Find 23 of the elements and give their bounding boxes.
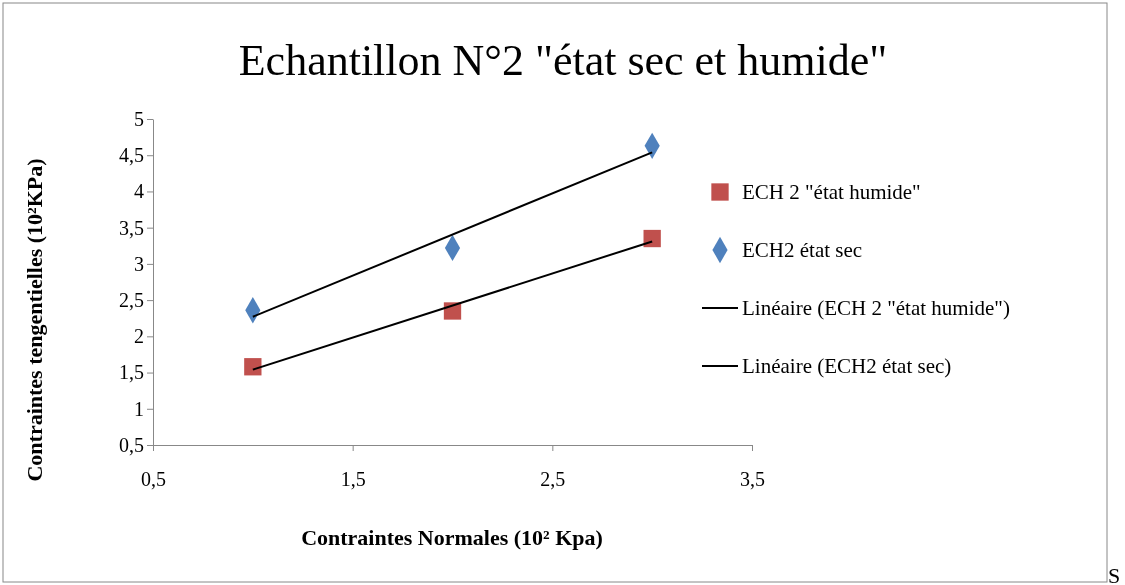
y-tick-label: 1,5 xyxy=(119,361,144,384)
y-tick-label: 5 xyxy=(134,107,144,130)
y-tick-label: 4,5 xyxy=(119,144,144,167)
x-axis-title: Contraintes Normales (10² Kpa) xyxy=(301,525,603,550)
chart-title: Echantillon N°2 "état sec et humide" xyxy=(238,36,888,85)
point xyxy=(244,358,262,376)
x-tick-label: 1,5 xyxy=(340,468,366,490)
y-tick-label: 3 xyxy=(134,252,144,275)
y-axis-title: Contraintes tengentielles (10²KPa) xyxy=(22,158,47,482)
y-tick-label: 2,5 xyxy=(119,289,144,312)
legend-label: Linéaire (ECH2 état sec) xyxy=(742,354,952,378)
text: S xyxy=(1108,563,1121,585)
legend-label: ECH 2 "état humide" xyxy=(742,180,921,204)
point xyxy=(643,229,661,248)
y-tick-label: 2 xyxy=(134,325,144,348)
y-tick-label: 1 xyxy=(134,397,144,420)
y-tick-label: 0,5 xyxy=(119,433,144,456)
x-tick-label: 2,5 xyxy=(540,468,566,490)
x-tick-label: 3,5 xyxy=(740,468,765,490)
legend-label: ECH2 état sec xyxy=(742,238,863,262)
y-tick-label: 4 xyxy=(134,180,144,203)
y-tick-label: 3,5 xyxy=(119,216,144,239)
legend-label: Linéaire (ECH 2 "état humide") xyxy=(742,296,1010,320)
